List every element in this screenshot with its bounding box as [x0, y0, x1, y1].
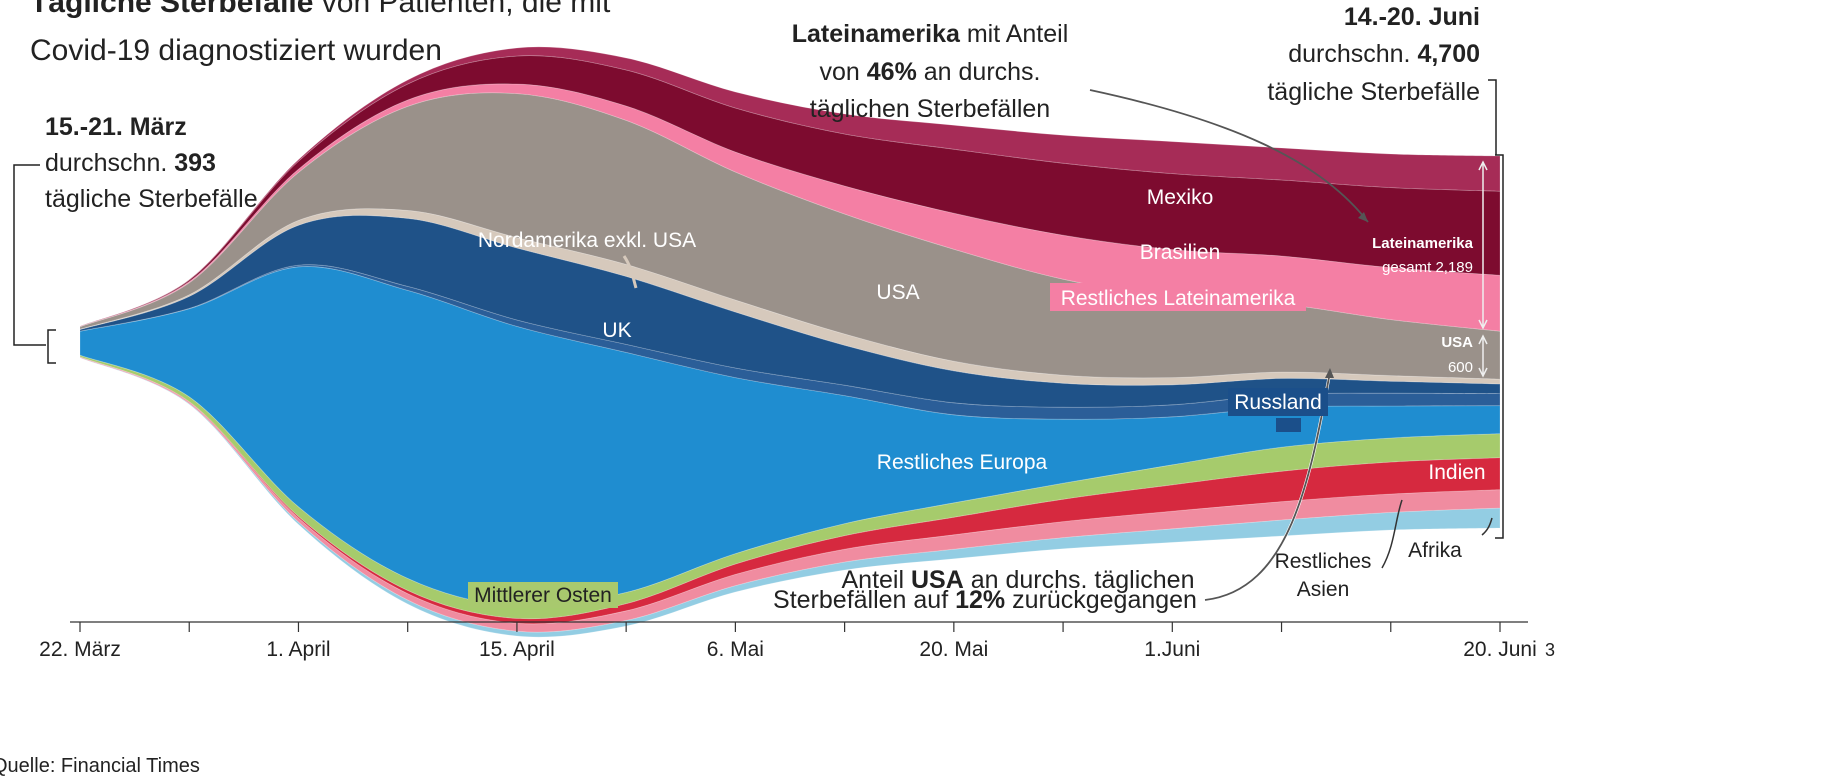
start-date: 15.-21. März — [45, 113, 187, 141]
usa-span-arrow — [1478, 334, 1488, 378]
stream-area — [79, 83, 1501, 332]
latam-span-arrow — [1478, 160, 1488, 330]
stream-label: Restliches Lateinamerika — [1061, 287, 1296, 310]
usa-share: 12% — [955, 586, 1005, 614]
x-tick-label: 1. April — [266, 638, 330, 661]
chart-title-line2: Covid-19 diagnostiziert wurden — [30, 34, 442, 67]
start-avg: durchschn. 393 — [45, 149, 216, 177]
latam-line2: von 46% an durchs. — [820, 58, 1041, 86]
latam-line3: täglichen Sterbefällen — [810, 95, 1050, 123]
start-bracket — [13, 164, 56, 364]
label-restliches-asien: Restliches Asien — [1274, 550, 1372, 601]
stream-area — [79, 55, 1501, 328]
source: Quelle: Financial Times — [0, 755, 200, 776]
start-value: 393 — [174, 149, 216, 177]
end-value: 4,700 — [1417, 40, 1480, 68]
stream-area — [79, 356, 1501, 638]
asia-pointer — [1381, 499, 1403, 569]
latam-a: mit Anteil — [960, 20, 1068, 48]
start-unit: tägliche Sterbefälle — [45, 185, 258, 213]
x-tick-label: 1.Juni — [1144, 638, 1200, 661]
stream-label: Afrika — [1408, 539, 1462, 562]
x-ticks: 22. März 1. April 15. April 6. Mai 20. Mai 1.… — [39, 622, 1537, 661]
latam-c: an durchs. — [917, 58, 1041, 86]
label-box-latam — [1050, 283, 1306, 311]
latam-arrowhead — [1358, 212, 1368, 222]
latam-total-name: Lateinamerika — [1372, 235, 1474, 252]
latam-bold: Lateinamerika — [792, 20, 961, 48]
usa-line2-visible: Sterbefällen auf 12% zurückgegangen — [773, 586, 1197, 614]
page-number: 3 — [1545, 640, 1555, 660]
usa-d: zurückgegangen — [1005, 586, 1197, 614]
title-rest: von Patienten, die mit — [313, 0, 611, 19]
title-bold: Tägliche Sterbefälle — [30, 0, 313, 19]
label-box-russland-small — [1276, 418, 1301, 432]
stream-label: Restliches Europa — [877, 451, 1048, 474]
stream-labels: Afrika Indien Mittlerer Osten Restliches Eu… — [474, 186, 1485, 607]
x-tick-label: 22. März — [39, 638, 121, 661]
latam-share: 46% — [867, 58, 917, 86]
stream-label: UK — [602, 319, 631, 342]
usa-total-label: 600 — [1448, 359, 1473, 376]
usa-c: Sterbefällen auf — [773, 586, 955, 614]
stream-area — [79, 46, 1501, 327]
stream-label: Russland — [1234, 391, 1322, 414]
usa-total-name: USA — [1441, 334, 1473, 351]
label-box-russland — [1228, 388, 1328, 416]
usa-line1: Anteil USA an durchs. täglichen — [842, 566, 1195, 594]
stream-label: Brasilien — [1140, 241, 1221, 264]
usa-arrowhead — [1325, 368, 1334, 378]
end-bracket — [1488, 79, 1504, 539]
start-avg-text: durchschn. — [45, 149, 174, 177]
usa-b: an durchs. täglichen — [964, 566, 1195, 594]
end-avg: durchschn. 4,700 — [1288, 40, 1480, 68]
stream-label: Mexiko — [1147, 186, 1214, 209]
x-tick-label: 20. Mai — [919, 638, 988, 661]
stream-label: Indien — [1428, 461, 1485, 484]
latam-total-label: gesamt 2,189 — [1382, 259, 1473, 276]
afrika-pointer — [1481, 517, 1493, 536]
stream-label: Nordamerika exkl. USA — [478, 229, 696, 252]
end-avg-text: durchschn. — [1288, 40, 1417, 68]
stream-label: USA — [876, 281, 919, 304]
x-tick-label: 6. Mai — [707, 638, 764, 661]
x-tick-label: 15. April — [479, 638, 555, 661]
chart-title: Tägliche Sterbefälle von Patienten, die … — [30, 0, 611, 19]
nordamerika-pointer — [622, 255, 638, 289]
latam-b: von — [820, 58, 867, 86]
x-tick-label: 20. Juni — [1463, 638, 1537, 661]
end-unit: tägliche Sterbefälle — [1267, 78, 1480, 106]
latam-line1: Lateinamerika mit Anteil — [792, 20, 1069, 48]
latam-arrow — [1089, 89, 1369, 223]
usa-a: Anteil — [842, 566, 911, 594]
end-date: 14.-20. Juni — [1344, 3, 1480, 31]
label-box-mideast — [468, 582, 618, 608]
usa-bold: USA — [911, 566, 964, 594]
stream-label: Mittlerer Osten — [474, 584, 612, 607]
